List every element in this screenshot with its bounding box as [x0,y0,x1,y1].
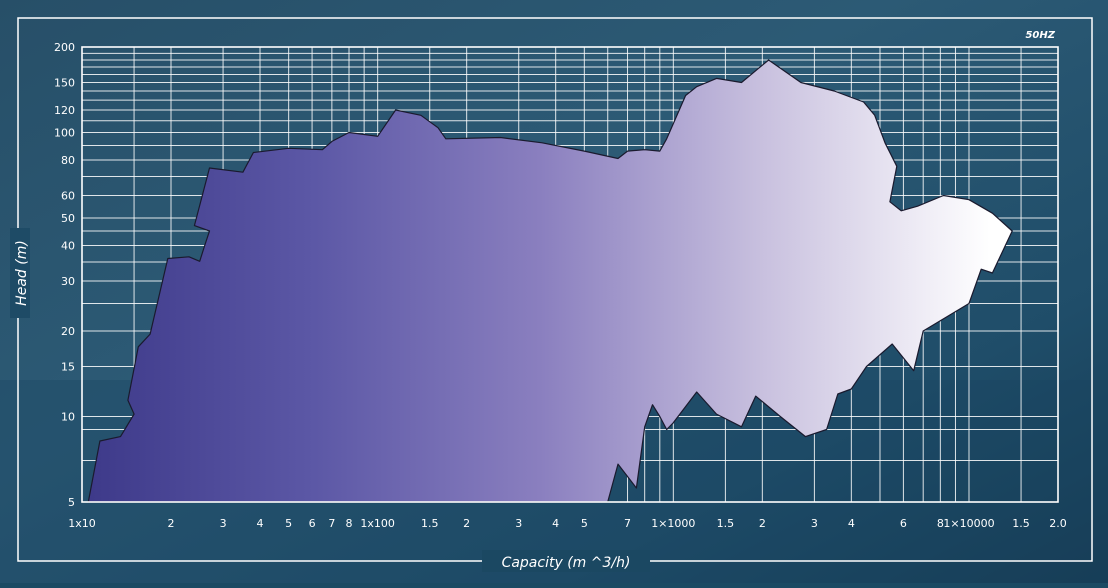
x-tick-label: 1×10000 [943,517,994,530]
x-axis-label: Capacity (m ^3/h) [502,555,631,571]
y-tick-label: 120 [54,104,75,117]
x-tick-label: 3 [811,517,818,530]
x-tick-label: 4 [552,517,559,530]
coverage-region-layer [87,59,1013,503]
x-tick-label: 7 [328,517,335,530]
x-tick-label: 5 [581,517,588,530]
x-tick-label: 4 [257,517,264,530]
x-tick-label: 1×1000 [651,517,695,530]
x-tick-label: 6 [309,517,316,530]
x-tick-label: 1.5 [1012,517,1030,530]
plot-area-frame [81,46,1059,503]
x-tick-label: 2 [759,517,766,530]
x-tick-label: 3 [515,517,522,530]
frequency-label: 50HZ [1025,30,1055,41]
x-tick-labels: 1x10 2 3 4 5 6 7 8 1x100 1.5 2 3 4 5 7 1×1000 1.5 2 3 4 6 8 1×… [68,517,1067,530]
x-tick-label: 4 [848,517,855,530]
y-tick-label: 20 [61,325,75,338]
y-tick-labels: 5 10 15 20 30 40 50 60 80 100 120 150 200 [54,41,75,509]
y-tick-label: 40 [61,240,75,253]
coverage-region [87,59,1013,503]
x-tick-label: 1.5 [421,517,439,530]
y-tick-label: 200 [54,41,75,54]
y-tick-label: 50 [61,212,75,225]
y-tick-label: 80 [61,154,75,167]
plot-frame-layer [81,46,1059,503]
y-tick-label: 5 [68,496,75,509]
y-tick-label: 60 [61,190,75,203]
y-tick-label: 10 [61,411,75,424]
x-tick-label: 8 [346,517,353,530]
xlabel-gap [482,550,650,572]
y-tick-label: 150 [54,76,75,89]
x-tick-label: 7 [624,517,631,530]
x-tick-label: 2.0 [1049,517,1067,530]
x-tick-label: 3 [220,517,227,530]
y-tick-label: 30 [61,275,75,288]
x-tick-label: 2 [463,517,470,530]
x-tick-label: 6 [900,517,907,530]
x-tick-label: 1.5 [717,517,735,530]
x-tick-label: 5 [285,517,292,530]
y-axis-label: Head (m) [14,240,30,306]
x-tick-label: 8 [937,517,944,530]
y-tick-label: 15 [61,360,75,373]
ylabel-gap [10,228,30,318]
y-tick-label: 100 [54,126,75,139]
x-tick-label: 1x10 [68,517,96,530]
x-tick-label: 2 [168,517,175,530]
x-tick-label: 1x100 [360,517,395,530]
